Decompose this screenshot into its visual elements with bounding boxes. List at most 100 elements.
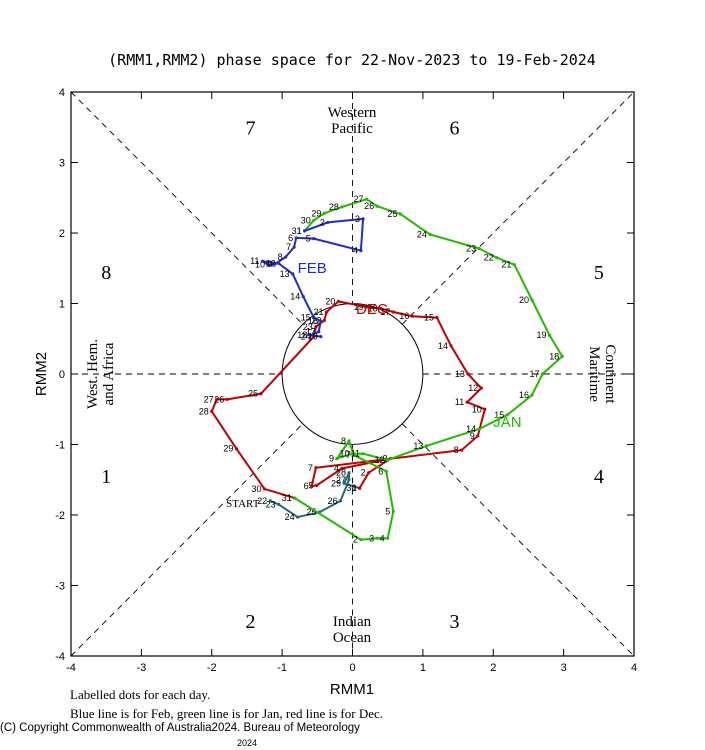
day-point	[319, 335, 323, 339]
day-label: 5	[385, 506, 390, 516]
day-label: 27	[354, 194, 364, 204]
day-point	[359, 249, 363, 253]
day-label: 2	[353, 535, 358, 545]
copyright-line-1: (C) Copyright Commonwealth of Australia2…	[0, 722, 360, 734]
month-label-jan: JAN	[493, 414, 521, 431]
day-label: 22	[484, 253, 494, 263]
day-point	[335, 457, 339, 461]
day-point	[347, 471, 351, 475]
day-point	[338, 499, 343, 503]
day-point	[357, 486, 362, 490]
day-point	[326, 220, 330, 225]
x-tick-label: -4	[66, 662, 76, 674]
day-point	[386, 458, 390, 462]
phase-number-1: 1	[101, 466, 111, 488]
day-label: 28	[199, 406, 209, 416]
day-label: 2	[320, 217, 325, 227]
day-label: 17	[529, 369, 539, 379]
day-label: 21	[501, 260, 511, 270]
day-point	[324, 310, 329, 314]
day-point	[294, 236, 298, 240]
day-label: 2	[361, 468, 366, 478]
day-point	[479, 386, 483, 390]
x-tick-label: 3	[561, 662, 567, 674]
day-point	[310, 484, 314, 488]
day-label: 9	[470, 431, 475, 441]
day-label: 26	[214, 394, 224, 404]
phase-number-6: 6	[450, 117, 460, 139]
chart-title: (RMM1,RMM2) phase space for 22-Nov-2023 …	[108, 51, 596, 69]
day-label: 3	[369, 533, 374, 543]
y-tick-label: 2	[59, 228, 65, 240]
day-point	[312, 316, 316, 320]
y-tick-label: -4	[55, 651, 65, 663]
y-tick-label: 1	[59, 299, 65, 311]
day-label: 22	[311, 315, 321, 325]
day-label: 19	[537, 330, 547, 340]
day-point	[322, 318, 326, 323]
day-label: 16	[519, 390, 529, 400]
day-point	[259, 392, 263, 396]
day-label: 27	[204, 394, 214, 404]
y-tick-label: 3	[59, 158, 65, 170]
day-point	[314, 466, 318, 470]
region-west-pacific-line2: Pacific	[331, 121, 373, 137]
day-point	[449, 344, 453, 348]
day-label: 11	[351, 449, 360, 459]
region-west-hem-line2: and Africa	[101, 342, 117, 405]
x-tick-label: 0	[349, 662, 355, 674]
start-label: START	[226, 498, 260, 510]
day-point	[540, 372, 545, 376]
day-point	[367, 471, 371, 475]
region-west-hem-line1: West. Hem.	[85, 339, 101, 409]
y-tick-label: -2	[55, 510, 65, 522]
x-axis-label: RMM1	[330, 681, 374, 698]
day-point	[315, 483, 319, 487]
day-point	[340, 466, 344, 471]
phase-number-5: 5	[594, 262, 604, 284]
day-label: 24	[301, 332, 311, 342]
day-label: 16	[399, 311, 409, 321]
day-label: 13	[413, 441, 423, 451]
day-point	[296, 515, 300, 519]
phase-guide-line-2	[70, 91, 304, 325]
day-label: 10	[339, 449, 349, 459]
day-label: 14	[466, 424, 476, 434]
day-point	[466, 372, 470, 376]
day-point	[459, 448, 464, 452]
day-label: 1	[287, 493, 292, 503]
region-indian-ocean-line2: Ocean	[333, 630, 372, 646]
day-label: 3	[355, 214, 360, 224]
series-line-dec	[210, 300, 486, 500]
phase-number-8: 8	[101, 262, 111, 284]
phase-guides	[70, 91, 635, 657]
day-label: 7	[286, 242, 291, 252]
day-point	[225, 397, 229, 401]
day-point	[386, 536, 390, 540]
y-tick-label: 0	[59, 369, 65, 381]
day-point	[361, 452, 365, 456]
day-label: 15	[424, 313, 434, 323]
day-label: 19	[354, 302, 364, 312]
month-labels: DEC JAN FEB	[298, 260, 522, 431]
day-point	[410, 314, 414, 318]
day-point	[483, 407, 487, 411]
day-label: 4	[353, 246, 358, 256]
day-label: 1	[297, 226, 302, 236]
day-point	[359, 538, 363, 542]
day-label: 8	[341, 436, 346, 446]
day-point	[560, 354, 564, 358]
day-point	[547, 333, 552, 337]
day-point	[361, 217, 365, 221]
day-label: 24	[285, 512, 295, 522]
day-label: 6	[288, 233, 293, 243]
day-point	[284, 255, 288, 259]
day-point	[398, 212, 402, 216]
day-label: 4	[380, 533, 385, 543]
phase-number-7: 7	[245, 117, 255, 139]
day-point	[505, 413, 509, 417]
day-point	[340, 205, 344, 209]
region-maritime-line1: Maritime	[586, 346, 602, 402]
